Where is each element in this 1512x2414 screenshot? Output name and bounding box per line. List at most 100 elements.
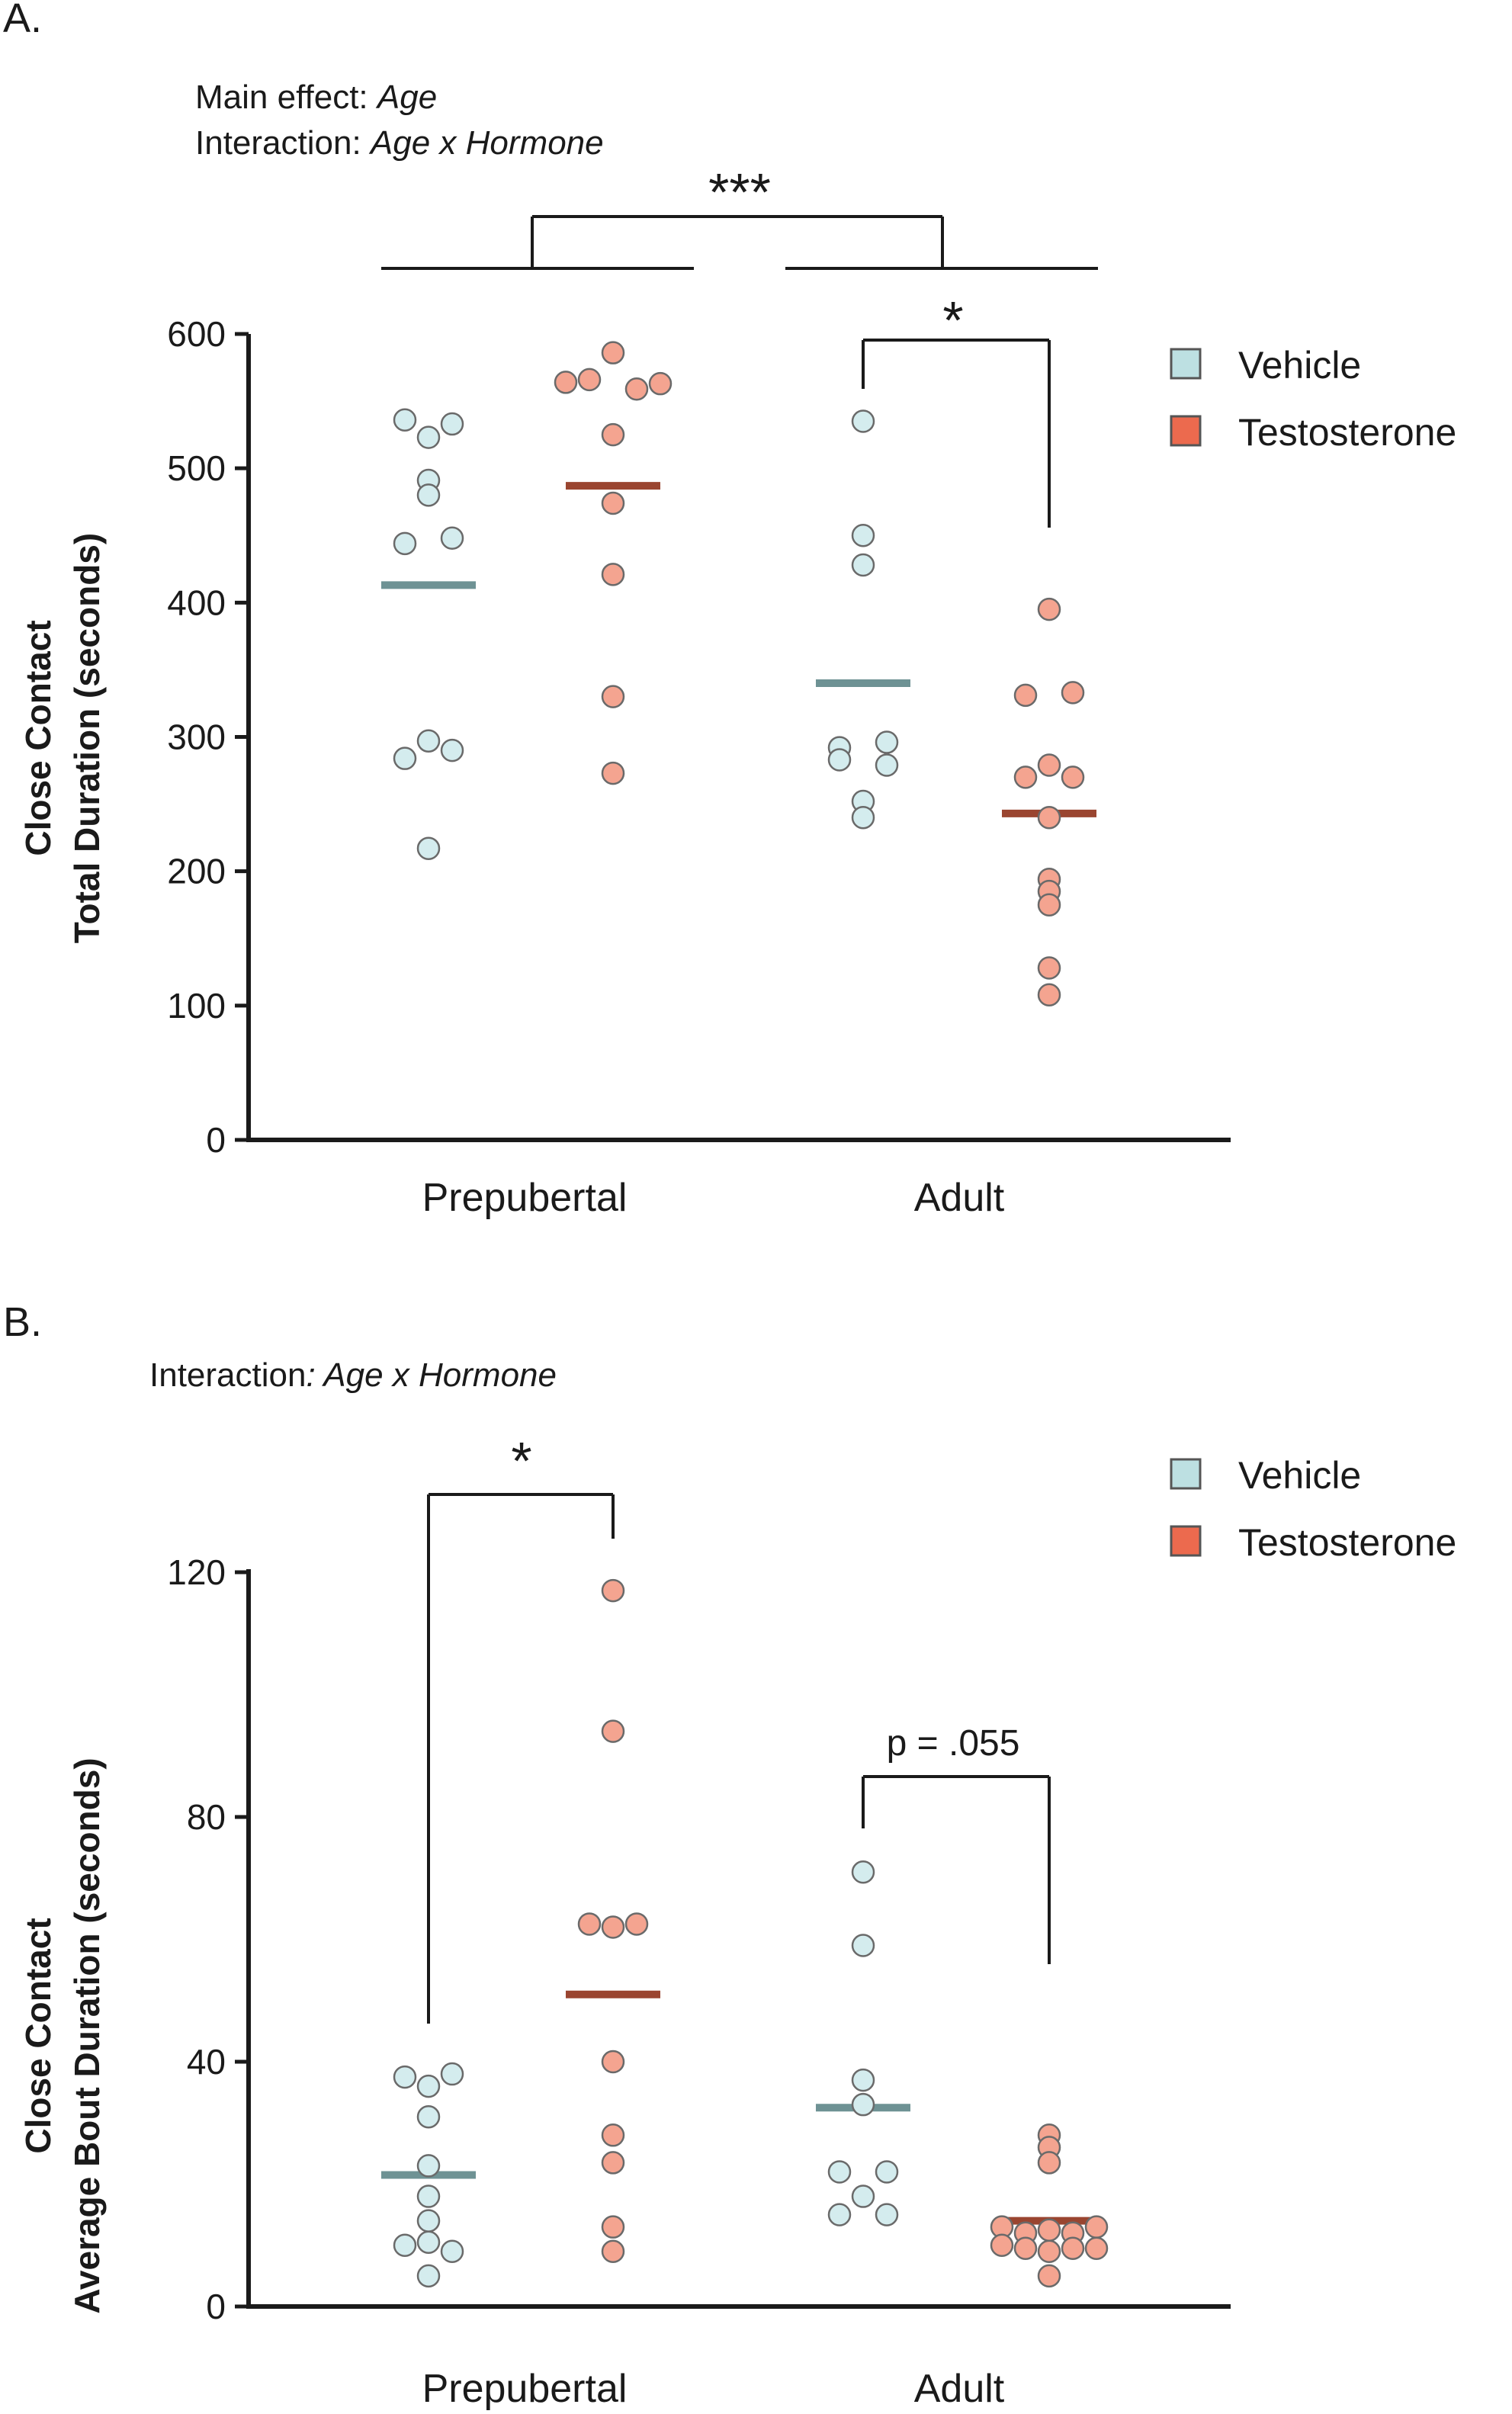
data-point-vehicle-prepubertal [393,408,417,432]
data-point-vehicle-adult [851,553,875,577]
data-point-vehicle-prepubertal [440,526,464,551]
panel-a-y-ticks: 0 100 200 300 400 500 600 [167,314,249,1160]
data-point-vehicle-prepubertal [393,2065,417,2089]
panel-b-legend-testosterone-swatch [1170,1525,1202,1557]
svg-text:Close Contact: Close Contact [18,1918,58,2153]
data-point-testosterone-adult [1061,2236,1085,2261]
data-point-testosterone-prepubertal [601,2215,625,2239]
data-point-vehicle-prepubertal [416,836,441,860]
panel-a-data [381,341,1096,1006]
data-point-vehicle-adult [875,730,899,754]
panel-a-legend-vehicle-label: Vehicle [1238,344,1361,387]
data-point-vehicle-prepubertal [416,2154,441,2178]
data-point-testosterone-prepubertal [601,563,625,586]
svg-text:Close Contact: Close Contact [18,620,58,855]
data-point-testosterone-adult [1037,2239,1061,2264]
y-tick-label: 200 [167,852,226,891]
panel-b-legend-testosterone-label: Testosterone [1238,1521,1456,1564]
svg-text:Total Duration (seconds): Total Duration (seconds) [67,533,107,943]
data-point-testosterone-prepubertal [601,2123,625,2147]
data-point-testosterone-adult [1084,2215,1109,2239]
data-point-testosterone-prepubertal [601,761,625,785]
data-point-testosterone-prepubertal [624,1912,649,1936]
data-point-testosterone-adult [990,2233,1014,2257]
data-point-testosterone-prepubertal [601,2050,625,2074]
y-tick-label: 100 [167,986,226,1026]
panel-a-age-bracket [381,215,1098,270]
data-point-vehicle-adult [851,1934,875,1957]
panel-b-legend-vehicle-swatch [1170,1458,1202,1490]
data-point-testosterone-prepubertal [601,1578,625,1603]
panel-a-label: A. [3,0,42,41]
panel-b-adult-significance: p = .055 [887,1723,1020,1764]
data-point-testosterone-adult [1037,597,1061,621]
y-tick-label: 300 [167,717,226,757]
data-point-testosterone-adult [1037,893,1061,916]
panel-b-data [381,1578,1109,2288]
data-point-vehicle-prepubertal [393,2233,417,2257]
y-tick-label: 0 [206,2287,226,2326]
data-point-testosterone-adult [1037,2151,1061,2175]
svg-text:Average Bout Duration (seconds: Average Bout Duration (seconds) [67,1758,107,2313]
data-point-testosterone-prepubertal [601,685,625,708]
panel-a-legend-testosterone-swatch [1170,415,1202,447]
data-point-testosterone-prepubertal [648,371,673,396]
panel-a-x-tick-prepubertal: Prepubertal [422,1176,628,1220]
data-point-vehicle-prepubertal [416,2184,441,2208]
data-point-vehicle-adult [827,2160,852,2184]
data-point-testosterone-adult [1037,753,1061,777]
data-point-vehicle-prepubertal [416,2230,441,2254]
data-point-testosterone-adult [1061,766,1085,789]
data-point-testosterone-adult [1037,805,1061,830]
data-point-vehicle-prepubertal [416,2209,441,2233]
data-point-testosterone-prepubertal [577,1912,602,1936]
data-point-testosterone-prepubertal [577,368,602,392]
y-tick-label: 80 [187,1797,226,1837]
data-point-vehicle-adult [851,524,875,547]
data-point-vehicle-prepubertal [416,425,441,449]
data-point-vehicle-prepubertal [416,2074,441,2098]
data-point-vehicle-adult [851,2068,875,2092]
data-point-testosterone-adult [1013,2236,1038,2261]
panel-a: A. Main effect: Age Interaction: Age x H… [3,0,1456,1220]
panel-b-axes [246,1569,1231,2309]
panel-a-legend-testosterone-label: Testosterone [1238,411,1456,454]
data-point-vehicle-prepubertal [393,531,417,556]
data-point-vehicle-prepubertal [416,483,441,507]
data-point-testosterone-prepubertal [601,491,625,515]
data-point-testosterone-adult [1037,2264,1061,2288]
panel-b-legend: Vehicle Testosterone [1170,1454,1456,1564]
data-point-testosterone-adult [1084,2236,1109,2261]
panel-a-interaction-annotation: Interaction: Age x Hormone [195,124,604,162]
data-point-testosterone-prepubertal [601,341,625,364]
data-point-vehicle-adult [875,2160,899,2184]
panel-b-x-tick-prepubertal: Prepubertal [422,2367,628,2411]
data-point-vehicle-adult [851,2184,875,2208]
data-point-testosterone-adult [1037,2218,1061,2242]
data-point-testosterone-adult [1013,683,1038,708]
panel-a-legend: Vehicle Testosterone [1170,344,1456,454]
data-point-vehicle-prepubertal [416,2104,441,2129]
data-point-vehicle-adult [827,748,852,772]
data-point-vehicle-adult [875,2203,899,2226]
y-tick-label: 40 [187,2042,226,2082]
data-point-vehicle-adult [827,2203,852,2226]
data-point-testosterone-adult [1037,983,1061,1006]
panel-a-age-significance: *** [708,162,771,222]
data-point-testosterone-prepubertal [601,1915,625,1939]
panel-a-legend-vehicle-swatch [1170,348,1202,380]
panel-b-prepubertal-bracket [427,1493,615,2024]
data-point-vehicle-prepubertal [440,2062,464,2086]
panel-b-adult-bracket [862,1775,1051,1964]
data-point-testosterone-adult [1061,681,1085,705]
panel-b-x-tick-adult: Adult [914,2367,1005,2411]
data-point-testosterone-prepubertal [601,1719,625,1743]
y-tick-label: 0 [206,1120,226,1160]
data-point-testosterone-prepubertal [554,371,578,394]
panel-a-x-tick-adult: Adult [914,1176,1005,1220]
y-tick-label: 600 [167,314,226,354]
y-tick-label: 500 [167,448,226,488]
data-point-testosterone-prepubertal [601,422,625,447]
panel-b-interaction-annotation: Interaction: Age x Hormone [149,1356,557,1394]
